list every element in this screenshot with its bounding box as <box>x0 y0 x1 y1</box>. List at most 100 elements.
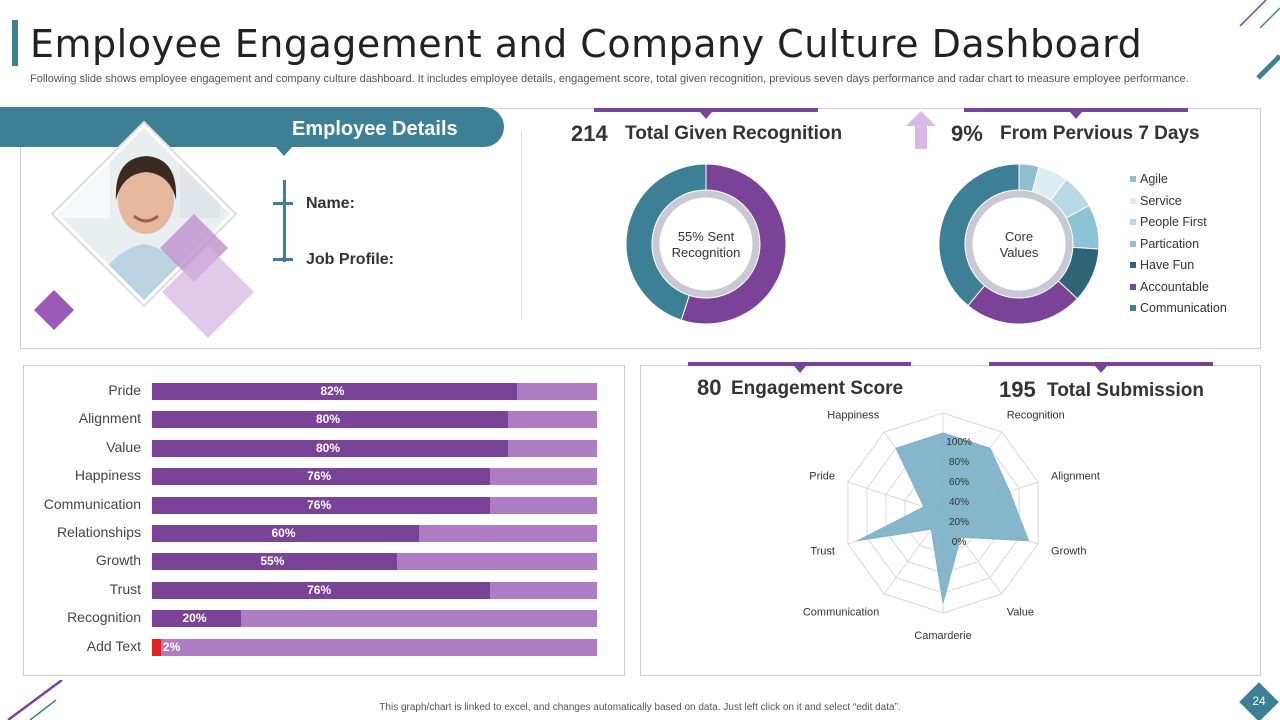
previous-number: 9% <box>951 121 983 146</box>
bar <box>152 496 491 514</box>
bar-value-label: 82% <box>320 384 345 398</box>
radar-axis-label: Happiness <box>827 409 879 421</box>
bar-track: 76% <box>152 496 597 514</box>
submission-tab-notch <box>1095 366 1107 373</box>
bar-value-label: 55% <box>260 554 285 569</box>
legend-item: Have Fun <box>1130 257 1227 279</box>
bar-value-label: 2% <box>162 639 181 654</box>
bar-track: 82% <box>152 383 597 400</box>
bar <box>152 411 508 429</box>
bar-track: 76% <box>152 581 597 599</box>
name-label: Name: <box>306 195 355 212</box>
bar-category-label: Recognition <box>67 609 141 626</box>
previous-tab-notch <box>1070 112 1082 119</box>
bar <box>152 525 419 542</box>
page-title: Employee Engagement and Company Culture … <box>30 22 1143 66</box>
recognition-slice-other <box>625 163 707 321</box>
bar-value-label: 76% <box>307 469 332 484</box>
radar-axis-label: Camarderie <box>914 630 971 642</box>
engagement-label: Engagement Score <box>731 378 904 399</box>
employee-details-header <box>0 107 504 147</box>
engagement-tab-line <box>688 362 911 366</box>
legend-swatch <box>1130 305 1136 311</box>
legend-label: Service <box>1140 193 1182 208</box>
bar-category-label: Add Text <box>86 637 141 654</box>
employee-header-notch <box>276 147 292 156</box>
arrow-up-icon <box>906 111 936 149</box>
recognition-number: 214 <box>571 121 608 146</box>
legend-item: Communication <box>1130 300 1227 322</box>
legend-label: Accountable <box>1140 279 1209 294</box>
previous-tab-line <box>964 108 1188 112</box>
legend-label: People First <box>1140 215 1207 229</box>
bar-category-label: Pride <box>108 382 141 398</box>
bar-track: 20% <box>152 610 597 628</box>
job-profile-label: Job Profile: <box>306 251 395 268</box>
radar-tick-label: 20% <box>949 517 969 528</box>
bar <box>152 610 241 628</box>
bar <box>152 383 517 400</box>
radar-axis-label: Trust <box>810 546 835 558</box>
legend-item: Partication <box>1130 236 1227 258</box>
bar-value-label: 76% <box>307 582 332 597</box>
panel-divider <box>521 130 522 320</box>
recognition-donut <box>625 163 787 325</box>
recognition-center-text: 55% Sent Recognition <box>656 229 756 261</box>
bar-value-label: 76% <box>307 497 332 512</box>
page-subtitle: Following slide shows employee engagemen… <box>30 73 1189 85</box>
core-values-legend: Agile Service People First Partication Have … <box>1130 171 1227 322</box>
legend-swatch <box>1130 176 1136 182</box>
bar-category-label: Value <box>106 438 141 455</box>
corner-decoration-top <box>1239 0 1280 80</box>
recognition-center-line2: Recognition <box>671 245 741 260</box>
bar-category-label: Communication <box>43 495 141 512</box>
legend-swatch <box>1130 219 1136 225</box>
core-values-slice-communication <box>938 163 1020 307</box>
recognition-slice-sent <box>680 163 787 325</box>
radar-axis-label: Growth <box>1051 546 1086 558</box>
recognition-tab-line <box>594 108 818 112</box>
recognition-label: Total Given Recognition <box>625 123 843 144</box>
bar <box>152 468 491 486</box>
core-values-center-text: Core Values <box>969 229 1069 261</box>
page-number: 24 <box>1252 694 1266 708</box>
bar-category-label: Trust <box>109 580 141 597</box>
legend-swatch <box>1130 240 1136 247</box>
radar-axis-label: Recognition <box>1007 409 1065 421</box>
bar <box>152 439 508 457</box>
radar-series-area <box>857 432 1030 604</box>
footer-note: This graph/chart is linked to excel, and… <box>379 702 901 713</box>
radar-tick-label: 100% <box>946 437 972 448</box>
bar <box>152 553 397 571</box>
submission-label: Total Submission <box>1047 380 1204 401</box>
legend-swatch <box>1130 262 1136 268</box>
legend-label: Communication <box>1140 301 1227 315</box>
core-values-center-line1: Core <box>1004 229 1034 244</box>
employee-details-title: Employee Details <box>292 118 458 140</box>
core-values-donut-inner-ring <box>965 190 1073 298</box>
radar-tick-label: 0% <box>952 537 967 548</box>
bar-category-label: Alignment <box>78 410 141 427</box>
bar-track: 80% <box>152 439 597 457</box>
corner-decoration-bottom <box>7 680 63 720</box>
bar-track: 80% <box>152 411 597 429</box>
legend-label: Agile <box>1140 172 1168 186</box>
radar-chart: RelationshipsRecognitionAlignmentGrowthV… <box>803 409 1100 642</box>
bar-value-label: 80% <box>316 412 341 427</box>
bar-value-label: 80% <box>316 440 341 455</box>
engagement-tab-notch <box>794 366 806 373</box>
legend-item: Agile <box>1130 171 1227 193</box>
core-values-donut <box>938 163 1100 325</box>
bar-track: 76% <box>152 468 597 486</box>
bar-category-label: Relationships <box>56 524 141 540</box>
bar <box>152 638 161 656</box>
submission-tab-line <box>989 362 1213 366</box>
bar-value-label: 60% <box>271 526 296 540</box>
legend-swatch <box>1130 283 1136 290</box>
radar-axis-label: Pride <box>809 470 835 482</box>
engagement-number: 80 <box>697 375 722 400</box>
title-accent-bar <box>12 20 18 66</box>
employee-photo <box>34 120 254 338</box>
radar-tick-label: 60% <box>949 477 969 488</box>
radar-axis-label: Communication <box>803 607 879 619</box>
